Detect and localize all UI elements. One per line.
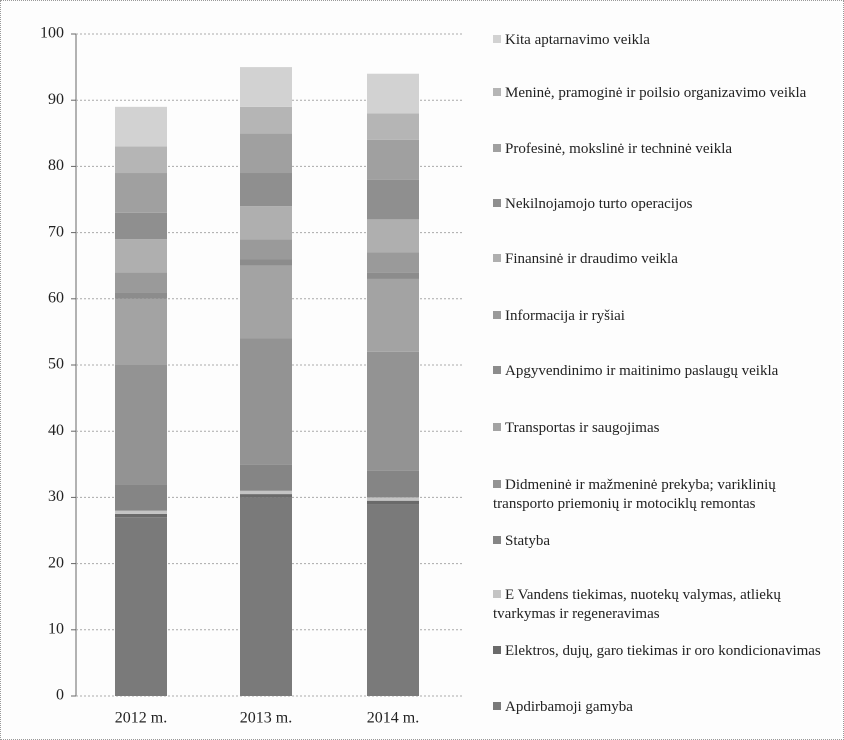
bar-segment [240, 497, 292, 696]
bar-segment [115, 212, 167, 240]
bar-segment [240, 133, 292, 174]
bar-segment [240, 173, 292, 207]
bar-segment [367, 179, 419, 220]
legend-item: Statyba [493, 532, 838, 551]
bar-segment [367, 272, 419, 279]
y-tick-label: 70 [48, 223, 64, 240]
bar-segment [240, 265, 292, 339]
legend-swatch [493, 423, 501, 431]
bar-segment [115, 517, 167, 696]
bar-segment [115, 510, 167, 514]
bar-segment [115, 272, 167, 293]
legend-item: Informacija ir ryšiai [493, 307, 838, 326]
legend-label: Apdirbamoji gamyba [505, 699, 633, 715]
x-tick-label: 2014 m. [367, 710, 419, 727]
bar-segment [240, 67, 292, 107]
bar-segment [367, 219, 419, 253]
bar-segment [115, 484, 167, 511]
legend-swatch [493, 311, 501, 319]
legend-swatch [493, 702, 501, 710]
legend-item: Profesinė, mokslinė ir techninė veikla [493, 140, 838, 159]
legend-label: Kita aptarnavimo veikla [505, 32, 650, 48]
y-tick-label: 10 [48, 620, 64, 637]
y-tick-label: 80 [48, 157, 64, 174]
legend-label: Nekilnojamojo turto operacijos [505, 196, 693, 212]
legend-swatch [493, 199, 501, 207]
x-tick-label: 2013 m. [240, 710, 292, 727]
y-tick-label: 50 [48, 356, 64, 373]
legend-swatch [493, 254, 501, 262]
bar-segment [240, 490, 292, 495]
legend-label: Elektros, dujų, garo tiekimas ir oro kon… [505, 643, 821, 659]
y-tick-label: 20 [48, 554, 64, 571]
legend-item: Elektros, dujų, garo tiekimas ir oro kon… [493, 642, 838, 661]
bar-segment [240, 206, 292, 240]
legend-label: Didmeninė ir mažmeninė prekyba; variklin… [493, 477, 776, 512]
legend-item: Meninė, pramoginė ir poilsio organizavim… [493, 84, 838, 103]
legend-item: Apdirbamoji gamyba [493, 698, 838, 717]
y-tick-label: 60 [48, 289, 64, 306]
bar-segment [367, 139, 419, 180]
legend-label: E Vandens tiekimas, nuotekų valymas, atl… [493, 587, 781, 622]
bar-segment [115, 292, 167, 299]
bar-segment [115, 173, 167, 213]
bar-segment [367, 113, 419, 140]
y-tick-label: 90 [48, 91, 64, 108]
legend-item: E Vandens tiekimas, nuotekų valymas, atl… [493, 586, 838, 624]
legend-item: Nekilnojamojo turto operacijos [493, 195, 838, 214]
bar-segment [367, 470, 419, 498]
legend-label: Informacija ir ryšiai [505, 308, 625, 324]
bar-segment [367, 497, 419, 501]
legend-label: Profesinė, mokslinė ir techninė veikla [505, 141, 733, 157]
bar-segment [240, 106, 292, 134]
legend-swatch [493, 646, 501, 654]
legend-swatch [493, 35, 501, 43]
legend-swatch [493, 88, 501, 96]
bar-segment [367, 351, 419, 471]
legend-swatch [493, 536, 501, 544]
legend-label: Apgyvendinimo ir maitinimo paslaugų veik… [505, 363, 779, 379]
bar-segment [115, 298, 167, 365]
legend-label: Meninė, pramoginė ir poilsio organizavim… [505, 85, 807, 101]
bar-segment [115, 513, 167, 518]
legend-item: Transportas ir saugojimas [493, 419, 838, 438]
bar-segment [240, 464, 292, 491]
bar-segment [240, 338, 292, 465]
bar-segment [240, 259, 292, 266]
legend-label: Statyba [505, 533, 550, 549]
legend-item: Finansinė ir draudimo veikla [493, 250, 838, 269]
bar-segment [367, 278, 419, 352]
legend-label: Transportas ir saugojimas [505, 420, 660, 436]
y-tick-label: 100 [40, 25, 64, 42]
bar-segment [367, 73, 419, 114]
bar-segment [367, 252, 419, 273]
bar-segment [240, 239, 292, 260]
bar-segment [240, 494, 292, 498]
bar-segment [115, 365, 167, 485]
legend-swatch [493, 144, 501, 152]
legend-item: Kita aptarnavimo veikla [493, 31, 838, 50]
bar-segment [115, 146, 167, 174]
bar-segment [115, 106, 167, 147]
legend-swatch [493, 366, 501, 374]
legend-item: Apgyvendinimo ir maitinimo paslaugų veik… [493, 362, 838, 381]
bar-segment [367, 500, 419, 505]
y-tick-label: 40 [48, 422, 64, 439]
bar-segment [367, 504, 419, 696]
legend-label: Finansinė ir draudimo veikla [505, 251, 678, 267]
legend-item: Didmeninė ir mažmeninė prekyba; variklin… [493, 476, 838, 514]
x-tick-label: 2012 m. [115, 710, 167, 727]
y-tick-label: 30 [48, 488, 64, 505]
y-tick-label: 0 [56, 687, 64, 704]
legend-swatch [493, 480, 501, 488]
legend-swatch [493, 590, 501, 598]
bar-segment [115, 239, 167, 273]
